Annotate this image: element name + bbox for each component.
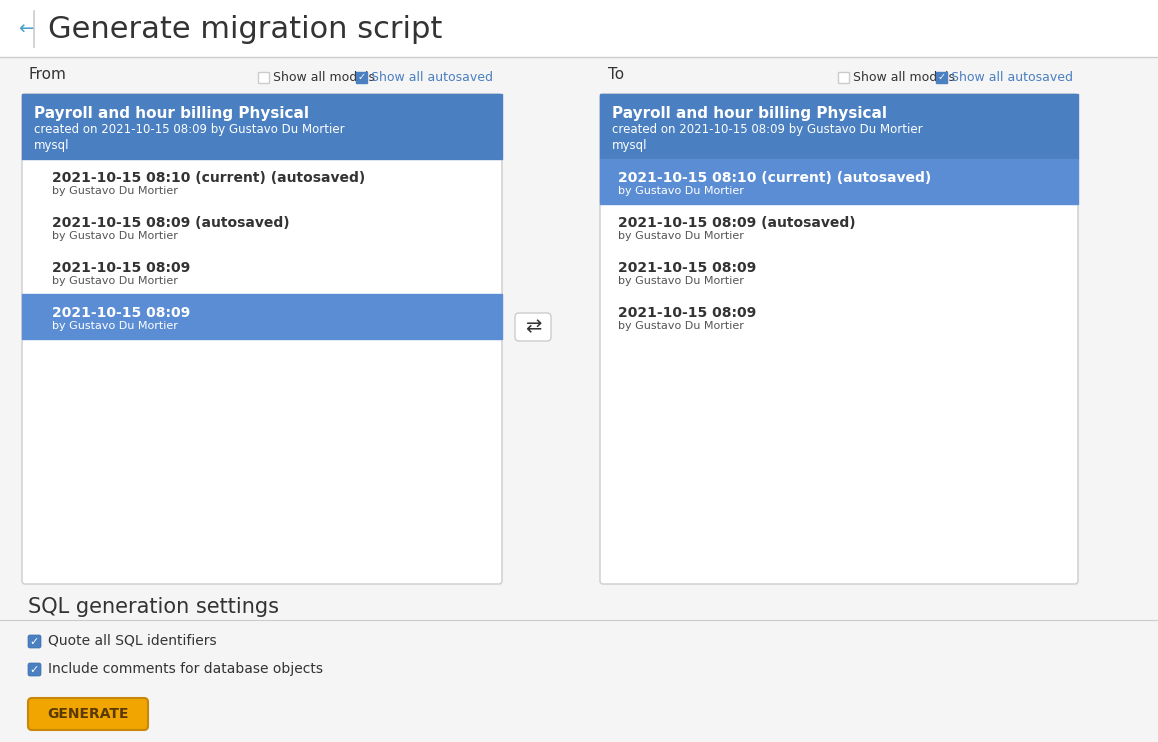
Text: From: From	[28, 67, 66, 82]
Bar	[600, 94, 1078, 159]
Text: 2021-10-15 08:09 (autosaved): 2021-10-15 08:09 (autosaved)	[52, 216, 290, 230]
Text: SQL generation settings: SQL generation settings	[28, 597, 279, 617]
Text: created on 2021-10-15 08:09 by Gustavo Du Mortier: created on 2021-10-15 08:09 by Gustavo D…	[611, 123, 923, 136]
Text: by Gustavo Du Mortier: by Gustavo Du Mortier	[52, 231, 178, 241]
Text: ✓: ✓	[30, 637, 39, 646]
Text: Quote all SQL identifiers: Quote all SQL identifiers	[47, 634, 217, 648]
Text: Payroll and hour billing Physical: Payroll and hour billing Physical	[611, 106, 887, 121]
FancyBboxPatch shape	[515, 313, 551, 341]
Bar	[22, 94, 503, 159]
Text: GENERATE: GENERATE	[47, 707, 129, 721]
Text: mysql: mysql	[34, 139, 69, 152]
Text: 2021-10-15 08:10 (current) (autosaved): 2021-10-15 08:10 (current) (autosaved)	[618, 171, 931, 185]
Text: ⇄: ⇄	[525, 318, 541, 337]
Text: ✓: ✓	[938, 72, 946, 82]
Text: by Gustavo Du Mortier: by Gustavo Du Mortier	[52, 186, 178, 196]
Text: created on 2021-10-15 08:09 by Gustavo Du Mortier: created on 2021-10-15 08:09 by Gustavo D…	[34, 123, 345, 136]
Text: 2021-10-15 08:09: 2021-10-15 08:09	[618, 261, 756, 275]
Text: 2021-10-15 08:09: 2021-10-15 08:09	[52, 306, 190, 320]
Text: 2021-10-15 08:10 (current) (autosaved): 2021-10-15 08:10 (current) (autosaved)	[52, 171, 365, 185]
Text: ←: ←	[19, 19, 35, 39]
Text: by Gustavo Du Mortier: by Gustavo Du Mortier	[618, 276, 743, 286]
FancyBboxPatch shape	[600, 94, 1078, 584]
Text: by Gustavo Du Mortier: by Gustavo Du Mortier	[618, 321, 743, 331]
Bar	[0, 0, 1158, 57]
FancyBboxPatch shape	[28, 663, 41, 676]
Text: 2021-10-15 08:09: 2021-10-15 08:09	[618, 306, 756, 320]
Bar	[258, 72, 269, 83]
Text: Show all models: Show all models	[853, 70, 955, 84]
Text: Show all models: Show all models	[273, 70, 375, 84]
Text: ✓: ✓	[30, 665, 39, 674]
Text: by Gustavo Du Mortier: by Gustavo Du Mortier	[52, 276, 178, 286]
Bar	[936, 72, 947, 83]
Text: 2021-10-15 08:09 (autosaved): 2021-10-15 08:09 (autosaved)	[618, 216, 856, 230]
FancyBboxPatch shape	[28, 635, 41, 648]
FancyBboxPatch shape	[22, 94, 503, 584]
Text: To: To	[608, 67, 624, 82]
Text: mysql: mysql	[611, 139, 647, 152]
Text: Show all autosaved: Show all autosaved	[371, 70, 493, 84]
Text: Generate migration script: Generate migration script	[47, 15, 442, 44]
Bar	[356, 72, 367, 83]
Bar	[838, 72, 849, 83]
FancyBboxPatch shape	[28, 698, 148, 730]
Bar	[22, 294, 503, 339]
Text: Show all autosaved: Show all autosaved	[951, 70, 1073, 84]
Text: by Gustavo Du Mortier: by Gustavo Du Mortier	[618, 231, 743, 241]
Text: Payroll and hour billing Physical: Payroll and hour billing Physical	[34, 106, 309, 121]
Text: by Gustavo Du Mortier: by Gustavo Du Mortier	[618, 186, 743, 196]
Text: 2021-10-15 08:09: 2021-10-15 08:09	[52, 261, 190, 275]
Bar	[600, 159, 1078, 204]
Text: Include comments for database objects: Include comments for database objects	[47, 662, 323, 676]
Text: by Gustavo Du Mortier: by Gustavo Du Mortier	[52, 321, 178, 331]
Text: ✓: ✓	[358, 72, 366, 82]
